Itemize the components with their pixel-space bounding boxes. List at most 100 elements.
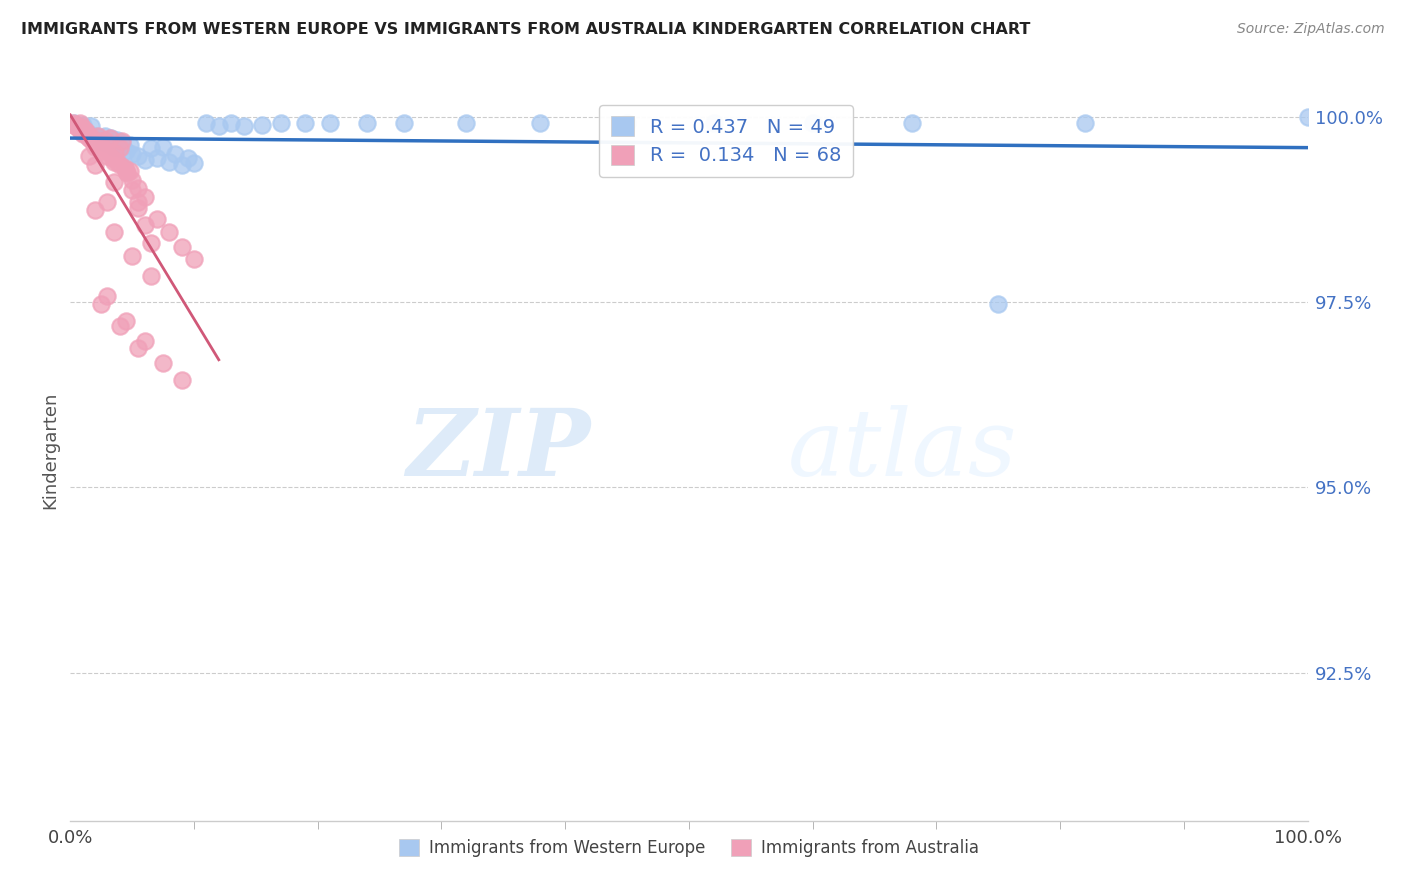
Point (72, 121, 94, 136)
Point (208, 119, 231, 133)
Point (66, 119, 89, 133)
Point (165, 147, 187, 161)
Point (72, 127, 94, 141)
Point (121, 147, 143, 161)
Point (89, 134, 111, 148)
Point (82, 134, 104, 148)
Point (232, 119, 254, 133)
Point (77, 149, 100, 163)
Point (67, 121, 90, 136)
Point (103, 176, 125, 190)
Point (1074, 116, 1097, 130)
Point (134, 190, 156, 204)
Point (104, 145, 127, 160)
Point (70, 125, 93, 139)
Text: IMMIGRANTS FROM WESTERN EUROPE VS IMMIGRANTS FROM AUSTRALIA KINDERGARTEN CORRELA: IMMIGRANTS FROM WESTERN EUROPE VS IMMIGR… (21, 22, 1031, 37)
Point (139, 236, 162, 251)
Point (77, 127, 100, 141)
Point (127, 195, 149, 210)
Point (1296, 110, 1319, 124)
Point (152, 140, 174, 154)
Point (139, 141, 162, 155)
Point (157, 225, 180, 239)
Point (77, 131, 100, 145)
Point (96, 144, 118, 158)
Point (69, 119, 91, 133)
Point (134, 334, 156, 348)
Point (69, 121, 91, 136)
Legend: Immigrants from Western Europe, Immigrants from Australia: Immigrants from Western Europe, Immigran… (392, 832, 986, 864)
Point (86, 128, 108, 143)
Point (250, 118, 273, 132)
Point (270, 116, 292, 130)
Point (146, 151, 169, 165)
Point (114, 161, 136, 175)
Point (115, 144, 138, 158)
Point (127, 149, 149, 163)
Point (96, 289, 118, 303)
Point (66, 121, 89, 136)
Point (616, 116, 638, 130)
Point (703, 116, 725, 130)
Point (115, 314, 138, 328)
Point (127, 180, 149, 194)
Point (170, 158, 193, 172)
Point (319, 116, 342, 130)
Point (62, 116, 84, 130)
Point (103, 140, 125, 154)
Point (72, 118, 94, 132)
Point (108, 158, 131, 172)
Point (139, 269, 162, 284)
Point (118, 163, 141, 178)
Point (134, 153, 156, 168)
Point (157, 154, 180, 169)
Point (63, 116, 86, 130)
Point (294, 116, 316, 130)
Point (82, 136, 104, 151)
Point (103, 225, 125, 239)
Point (529, 116, 551, 130)
Point (96, 195, 118, 210)
Point (65, 118, 87, 132)
Point (115, 163, 138, 178)
Point (900, 116, 922, 130)
Point (121, 183, 143, 197)
Point (94, 132, 117, 146)
Y-axis label: Kindergarten: Kindergarten (41, 392, 59, 509)
Point (170, 373, 193, 387)
Point (84, 158, 107, 172)
Point (219, 116, 242, 130)
Point (111, 134, 134, 148)
Point (90, 134, 112, 148)
Point (84, 136, 107, 151)
Point (90, 144, 112, 158)
Point (115, 166, 138, 180)
Point (801, 116, 824, 130)
Point (86, 131, 108, 145)
Point (96, 149, 118, 163)
Point (152, 356, 174, 370)
Point (103, 154, 125, 169)
Point (75, 127, 97, 141)
Point (987, 297, 1010, 311)
Point (101, 151, 124, 165)
Point (127, 341, 149, 355)
Point (69, 116, 91, 130)
Point (183, 252, 205, 267)
Point (108, 141, 131, 155)
Text: atlas: atlas (787, 406, 1018, 495)
Point (90, 140, 112, 154)
Point (195, 116, 218, 130)
Point (177, 151, 200, 165)
Text: ZIP: ZIP (406, 406, 591, 495)
Point (98, 131, 121, 145)
Point (356, 116, 378, 130)
Point (108, 141, 131, 155)
Point (84, 128, 107, 143)
Point (100, 131, 122, 145)
Point (105, 132, 128, 146)
Point (127, 201, 149, 215)
Point (146, 212, 169, 227)
Point (94, 128, 117, 143)
Point (170, 240, 193, 254)
